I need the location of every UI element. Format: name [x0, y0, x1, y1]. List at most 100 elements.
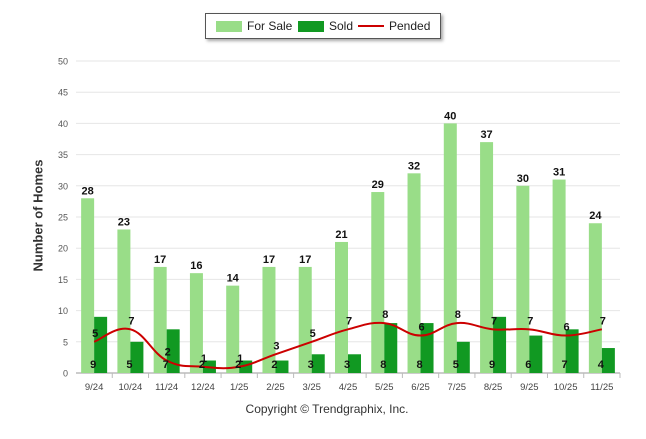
bar-sold [348, 354, 361, 373]
bar-sold [456, 341, 470, 373]
bar-sold [384, 323, 398, 373]
data-label-pended: 6 [564, 322, 570, 334]
y-axis-label: Number of Homes [30, 159, 46, 272]
x-tick-label: 8/25 [484, 382, 503, 393]
y-tick-label: 50 [58, 57, 68, 67]
data-label-pended: 8 [382, 309, 388, 321]
y-tick-label: 40 [58, 119, 68, 129]
x-tick-label: 1/25 [230, 382, 249, 393]
data-label-sold: 7 [163, 359, 169, 371]
x-tick-label: 4/25 [339, 382, 358, 393]
legend-swatch-pended [358, 25, 384, 27]
data-label-for-sale: 28 [82, 185, 94, 197]
bar-for-sale [335, 241, 348, 373]
data-label-sold: 3 [308, 359, 314, 371]
bar-for-sale [262, 266, 276, 373]
data-label-sold: 8 [416, 359, 422, 371]
bar-for-sale [81, 198, 95, 373]
bar-sold [311, 354, 325, 373]
bar-for-sale [552, 179, 566, 373]
legend-item-pended[interactable]: Pended [358, 14, 430, 38]
x-tick-label: 11/24 [155, 382, 178, 393]
bar-for-sale [407, 173, 421, 373]
data-label-pended: 8 [455, 309, 461, 321]
x-tick-label: 11/25 [590, 382, 613, 393]
data-label-for-sale: 14 [227, 273, 240, 285]
data-label-pended: 1 [201, 353, 207, 365]
bar-sold [493, 316, 507, 373]
data-label-pended: 5 [310, 328, 316, 340]
y-tick-label: 0 [63, 369, 68, 379]
x-tick-label: 2/25 [266, 382, 285, 393]
bar-sold [529, 335, 543, 373]
legend-swatch-for-sale [216, 20, 242, 32]
data-label-sold: 2 [199, 359, 205, 371]
x-tick-label: 10/24 [119, 382, 143, 393]
data-label-pended: 6 [418, 322, 424, 334]
data-label-sold: 6 [525, 359, 531, 371]
data-label-for-sale: 29 [372, 179, 384, 191]
x-tick-label: 3/25 [302, 382, 321, 393]
legend-label-pended: Pended [389, 19, 431, 33]
y-tick-label: 10 [58, 306, 68, 316]
data-label-sold: 5 [126, 359, 132, 371]
bar-sold [275, 360, 289, 373]
y-tick-label: 5 [63, 337, 68, 347]
legend-swatch-sold [298, 20, 324, 32]
data-label-sold: 5 [453, 359, 459, 371]
bar-for-sale [117, 229, 131, 373]
bar-sold [94, 316, 108, 373]
data-label-sold: 9 [489, 359, 495, 371]
x-tick-label: 9/25 [520, 382, 539, 393]
y-tick-label: 15 [58, 275, 68, 285]
data-label-pended: 7 [491, 315, 497, 327]
data-label-for-sale: 17 [299, 254, 311, 266]
data-label-pended: 3 [273, 340, 279, 352]
x-tick-label: 7/25 [448, 382, 467, 393]
x-tick-label: 6/25 [411, 382, 430, 393]
data-label-sold: 3 [344, 359, 350, 371]
legend-label-sold: Sold [329, 19, 354, 33]
y-tick-label: 45 [58, 88, 68, 98]
data-label-for-sale: 40 [444, 110, 456, 122]
data-label-sold: 9 [90, 359, 96, 371]
data-label-sold: 8 [380, 359, 386, 371]
bar-for-sale [371, 192, 385, 373]
data-label-for-sale: 37 [480, 129, 492, 141]
data-label-pended: 7 [527, 315, 533, 327]
bar-for-sale [226, 285, 240, 373]
bar-for-sale [516, 185, 530, 373]
y-tick-label: 35 [58, 150, 68, 160]
data-label-pended: 2 [165, 347, 171, 359]
bar-sold [601, 348, 615, 373]
data-label-for-sale: 16 [190, 260, 202, 272]
bar-for-sale [588, 223, 602, 373]
data-label-sold: 2 [271, 359, 277, 371]
data-label-pended: 7 [346, 315, 352, 327]
legend-item-for-sale[interactable]: For Sale [216, 14, 292, 38]
data-label-for-sale: 30 [517, 173, 529, 185]
x-tick-label: 9/24 [85, 382, 104, 393]
data-label-sold: 4 [598, 359, 605, 371]
bar-for-sale [443, 123, 457, 374]
bar-sold [565, 329, 579, 373]
bar-for-sale [298, 266, 312, 373]
x-tick-label: 5/25 [375, 382, 394, 393]
data-label-pended: 7 [600, 315, 606, 327]
legend-item-sold[interactable]: Sold [298, 14, 353, 38]
data-label-pended: 7 [128, 315, 134, 327]
bar-sold [130, 341, 144, 373]
copyright-text: Copyright © Trendgraphix, Inc. [245, 402, 409, 416]
data-label-sold: 2 [235, 359, 241, 371]
bar-for-sale [153, 266, 167, 373]
data-label-pended: 1 [237, 353, 243, 365]
data-label-for-sale: 32 [408, 160, 420, 172]
x-tick-label: 10/25 [554, 382, 578, 393]
bar-for-sale [189, 273, 203, 373]
bar-for-sale [480, 142, 494, 373]
y-tick-label: 30 [58, 181, 68, 191]
data-label-for-sale: 17 [263, 254, 275, 266]
pended-line [93, 321, 603, 370]
data-label-for-sale: 23 [118, 216, 130, 228]
